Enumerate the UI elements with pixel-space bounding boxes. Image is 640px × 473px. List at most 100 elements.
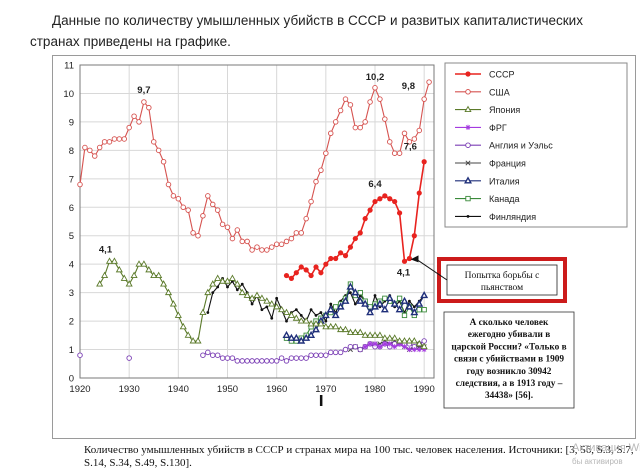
data-point [323, 261, 329, 267]
data-point [416, 190, 422, 196]
data-point [332, 119, 339, 125]
data-point [303, 215, 309, 222]
data-point [240, 282, 244, 286]
x-tick-label: 1980 [364, 384, 385, 395]
x-tick-label: 1950 [217, 384, 238, 395]
data-point [465, 195, 471, 202]
data-point [386, 334, 394, 341]
data-point [96, 144, 103, 151]
data-point [150, 271, 158, 279]
y-tick-label: 9 [69, 117, 74, 128]
data-point [342, 346, 349, 353]
data-point [278, 305, 286, 313]
data-point [416, 346, 422, 353]
data-point [366, 331, 374, 338]
data-point [219, 277, 227, 284]
data-point [396, 210, 403, 216]
data-point [87, 147, 93, 154]
data-point [342, 253, 349, 259]
legend-item: Япония [455, 105, 520, 115]
data-point [401, 344, 408, 350]
data-point [353, 302, 357, 306]
data-point [328, 349, 334, 356]
x-tick-label: 1990 [414, 384, 435, 395]
callout-text: Попытка борьбы с [465, 270, 540, 281]
data-point [307, 330, 316, 339]
data-point [410, 337, 418, 344]
data-point [259, 358, 265, 364]
data-point [253, 291, 261, 298]
data-point [224, 224, 231, 230]
data-point [190, 230, 196, 236]
data-point [347, 102, 354, 108]
data-point [421, 307, 427, 313]
data-point [263, 297, 271, 304]
legend-label: США [489, 87, 510, 97]
legend-item: США [455, 87, 510, 97]
quote-line: следствия, а в 1913 году – [456, 379, 563, 389]
data-point [164, 288, 173, 296]
quote-line: 34438» [56]. [485, 391, 533, 401]
quote-line: А сколько человек [470, 318, 549, 328]
data-point [288, 355, 295, 361]
data-point [332, 349, 339, 356]
data-point [396, 295, 403, 301]
quote-line: царской России? «Только в [451, 341, 566, 352]
data-point [405, 302, 414, 310]
data-point [135, 260, 143, 267]
legend-item: Англия и Уэльс [455, 141, 553, 151]
data-point [288, 235, 295, 242]
data-point [211, 291, 215, 295]
data-point [426, 79, 432, 85]
data-point [324, 319, 328, 323]
data-point [234, 358, 241, 364]
data-point [328, 255, 334, 262]
data-point [341, 325, 350, 333]
data-point [416, 307, 422, 313]
data-point [282, 308, 291, 316]
data-point [385, 293, 394, 302]
data-point [377, 196, 383, 202]
series-Япония [96, 257, 428, 350]
data-point [352, 235, 358, 242]
data-point [238, 288, 246, 296]
x-tick-label: 1970 [315, 384, 336, 395]
y-tick-label: 8 [69, 146, 74, 157]
data-point [209, 201, 216, 208]
data-point [392, 198, 398, 205]
data-point [328, 130, 334, 137]
data-point [322, 322, 330, 330]
data-point [77, 352, 83, 358]
data-point [372, 198, 378, 205]
data-point [224, 355, 231, 361]
data-point [165, 181, 172, 188]
data-point [331, 310, 340, 319]
murder-rate-chart: 0 1 2 3 4 5 6 7 8 9 10 11 1920 1930 1940 1950 1960 1970 19… [52, 55, 636, 439]
data-point [396, 341, 403, 347]
data-point [337, 349, 344, 356]
data-point [377, 96, 383, 102]
data-point [205, 193, 211, 199]
value-annotation: 7,6 [404, 142, 417, 153]
legend-label: Англия и Уэльс [489, 141, 553, 151]
data-point [292, 314, 300, 321]
data-point [362, 119, 368, 125]
data-point [405, 337, 413, 344]
data-point [421, 159, 427, 165]
data-point [140, 260, 148, 267]
legend-item: ФРГ [455, 123, 507, 133]
callout-text: пьянством [481, 283, 523, 293]
data-point [396, 150, 403, 156]
data-point [303, 355, 309, 361]
data-point [302, 317, 310, 324]
year-marker [319, 395, 323, 406]
data-point [357, 346, 364, 353]
data-point [357, 124, 364, 131]
data-point [259, 247, 265, 253]
data-point [349, 291, 352, 295]
y-tick-label: 7 [69, 174, 74, 185]
data-point [411, 346, 417, 353]
data-point [387, 139, 393, 145]
value-annotation: 4,1 [99, 244, 113, 255]
data-point [412, 305, 416, 309]
